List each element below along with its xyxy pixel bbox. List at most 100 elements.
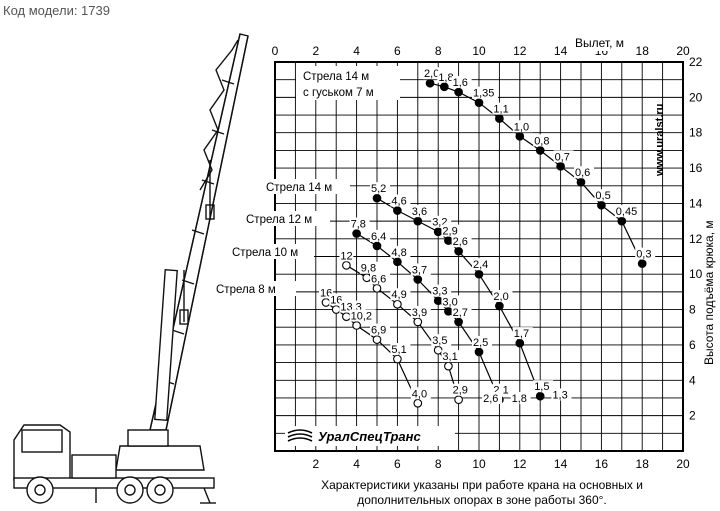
- logo-swoosh-icon: [287, 429, 313, 442]
- y-tick-label: 12: [689, 232, 703, 246]
- x-axis-title-bg: [573, 35, 626, 51]
- boom-label-bg: [214, 281, 296, 296]
- data-point: [444, 361, 453, 371]
- data-label-bg: [359, 261, 380, 274]
- data-label: 16: [320, 287, 332, 299]
- data-point: [393, 257, 402, 267]
- data-point: [576, 177, 586, 187]
- data-label: 0,8: [534, 135, 549, 147]
- data-label: 2,0: [424, 68, 439, 80]
- data-label: 1,0: [514, 121, 529, 133]
- data-point: [474, 347, 484, 357]
- data-point: [454, 87, 463, 97]
- x-tick-label-top: 4: [353, 44, 360, 58]
- y-tick-label: 2: [689, 409, 696, 423]
- data-point: [413, 216, 423, 226]
- data-point: [454, 246, 463, 256]
- data-label: 2,0: [493, 291, 508, 303]
- data-point: [321, 298, 331, 307]
- x-tick-label-bottom: 2: [312, 457, 319, 471]
- data-point: [474, 98, 484, 108]
- series-name-jib-line2: с гуськом 7 м: [303, 87, 374, 99]
- data-label: 2,7: [453, 307, 468, 319]
- data-label-bg: [390, 343, 411, 356]
- data-point: [439, 82, 449, 92]
- data-label: 10,2: [351, 310, 372, 322]
- data-point: [617, 216, 627, 226]
- boom-label-bg: [228, 244, 314, 259]
- y-tick-label: 14: [689, 196, 703, 210]
- boom-label-bg: [264, 179, 350, 194]
- data-label-bg: [451, 235, 472, 248]
- x-tick-label-bottom: 20: [676, 457, 690, 471]
- data-point: [637, 259, 647, 268]
- data-label-bg: [390, 194, 411, 207]
- x-tick-label-top: 10: [472, 44, 486, 58]
- data-point: [352, 229, 361, 238]
- x-tick-label-top: 8: [435, 44, 442, 58]
- data-label: 16: [330, 295, 342, 307]
- data-point: [454, 395, 463, 405]
- data-point: [413, 317, 423, 327]
- data-point: [474, 269, 484, 279]
- data-label-bg: [370, 182, 390, 195]
- data-label: 0,6: [575, 167, 590, 179]
- x-tick-label-top: 14: [554, 44, 568, 58]
- x-axis-title: Вылет, м: [575, 36, 624, 50]
- data-label-bg: [482, 391, 503, 404]
- data-point: [372, 241, 382, 251]
- data-label-bg: [410, 305, 431, 318]
- data-label: 3,7: [412, 264, 427, 276]
- crane-truck-illustration: [13, 33, 249, 504]
- series-name-jib-line1: Стрела 14 м: [303, 71, 369, 83]
- data-point: [535, 391, 545, 401]
- truck-icon: [13, 424, 216, 504]
- data-label-bg: [451, 383, 472, 396]
- data-label: 2,6: [483, 393, 498, 405]
- data-label-bg: [370, 323, 390, 336]
- data-label-bg: [512, 120, 533, 133]
- data-point: [597, 200, 606, 210]
- data-label-bg: [472, 86, 498, 99]
- chart-footnote: Характеристики указаны при работе крана …: [262, 478, 702, 508]
- data-label: 2,6: [453, 236, 468, 248]
- axis-ticks: 0 2 4 6 8 10 12 14 16 18 20 2 4 6 8 10 12 14 16 18 20 2 4 6 8 10 1…: [272, 44, 703, 471]
- data-label-bg: [370, 272, 390, 285]
- x-tick-label-top: 20: [676, 44, 690, 58]
- data-label-bg: [551, 388, 572, 401]
- data-label: 9,8: [361, 263, 376, 275]
- data-label: 3,9: [412, 307, 427, 319]
- data-label: 1,5: [534, 381, 549, 393]
- data-point: [433, 227, 443, 237]
- data-label-bg: [410, 263, 431, 276]
- x-tick-label-bottom: 10: [472, 457, 486, 471]
- data-label: 0,5: [595, 190, 610, 202]
- data-label: 0,3: [636, 249, 651, 261]
- data-point: [433, 296, 443, 306]
- y-tick-label: 4: [689, 373, 696, 387]
- data-label-bg: [594, 189, 615, 202]
- data-point: [495, 301, 504, 311]
- website-watermark: www.uralst.ru: [654, 104, 666, 177]
- boom-label-bg: [244, 211, 330, 226]
- data-label: 12: [340, 250, 352, 262]
- data-point: [425, 78, 435, 88]
- data-label-bg: [451, 305, 472, 318]
- data-point: [393, 206, 402, 215]
- data-label: 4,6: [391, 196, 406, 208]
- data-label: 6,4: [371, 231, 386, 243]
- x-tick-label-bottom: 12: [513, 457, 527, 471]
- data-label: 7,8: [351, 219, 366, 231]
- data-label: 0,7: [555, 151, 570, 163]
- series-name-boom-14: Стрела 14 м: [266, 182, 332, 194]
- x-tick-label-bottom: 14: [554, 457, 568, 471]
- data-label-bg: [512, 327, 533, 340]
- series-name-boom-10: Стрела 10 м: [232, 247, 298, 259]
- data-label: 3,3: [432, 286, 447, 298]
- y-tick-label: 6: [689, 338, 696, 352]
- data-label: 6,9: [371, 325, 386, 337]
- y-tick-label: 20: [689, 90, 703, 104]
- data-label-bg: [410, 387, 431, 400]
- data-label: 0,45: [616, 206, 637, 218]
- series-name-boom-8: Стрела 8 м: [216, 284, 276, 296]
